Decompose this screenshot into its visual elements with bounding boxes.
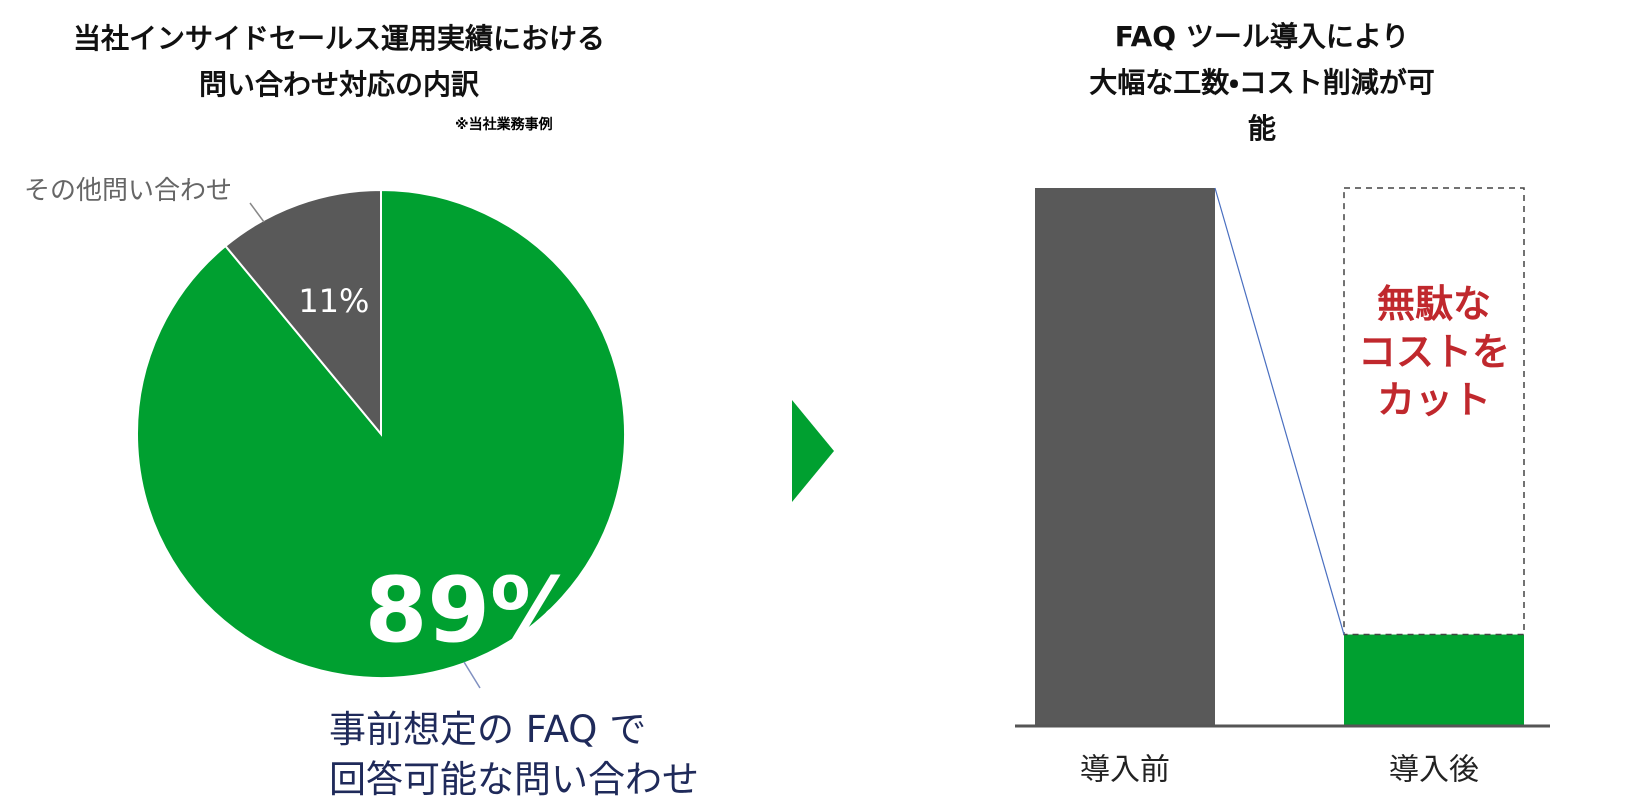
pie-value-label: 11%	[298, 282, 369, 320]
dashed-outline	[1343, 187, 1525, 636]
pie-slice	[224, 188, 382, 437]
pie-category-label: 事前想定の FAQ で 回答可能な問い合わせ	[329, 708, 699, 801]
bar	[1344, 634, 1524, 726]
pie-note: ※当社業務事例	[455, 117, 553, 133]
x-tick-label: 導入前	[1080, 753, 1170, 788]
arrow	[792, 400, 834, 502]
bar-title: FAQ ツール導入により 大幅な工数・コスト削減が可能	[1089, 20, 1435, 145]
bar	[1035, 188, 1215, 726]
leader-line	[463, 661, 481, 689]
leader-line	[249, 202, 265, 223]
x-tick-label: 導入後	[1389, 753, 1479, 788]
pie-category-label: その他問い合わせ	[24, 176, 233, 206]
pie-value-label: 89%	[365, 558, 580, 663]
connector	[1214, 187, 1345, 635]
annotation: 無駄な コストを カット	[1357, 282, 1511, 422]
pie-title: 当社インサイドセールス運用実績における 問い合わせ対応の内訳	[72, 22, 606, 101]
